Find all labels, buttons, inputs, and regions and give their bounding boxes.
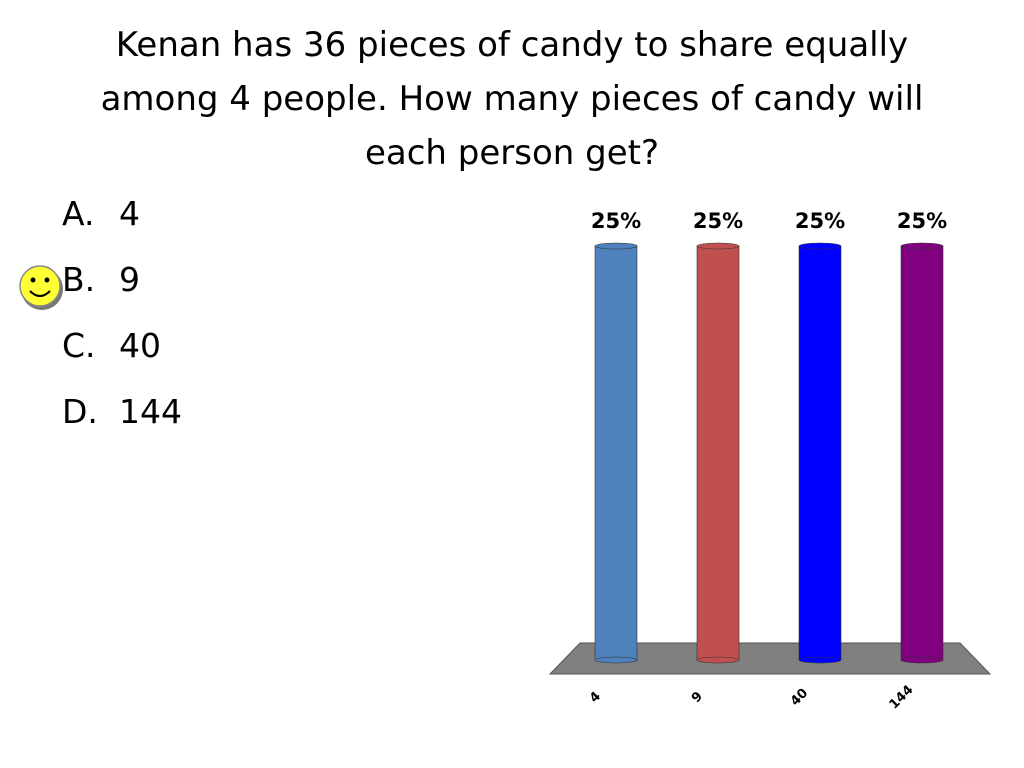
bar	[594, 245, 638, 661]
chart-floor	[548, 642, 992, 675]
bar-base	[594, 656, 638, 664]
question-line: each person get?	[365, 133, 659, 173]
value-label: 25%	[897, 209, 947, 233]
bar-top	[900, 242, 944, 250]
value-label: 25%	[693, 209, 743, 233]
bar	[798, 245, 842, 661]
choice-text: 4	[119, 194, 140, 233]
question-line: Kenan has 36 pieces of candy to share eq…	[116, 25, 908, 65]
choice-letter: D.	[62, 392, 98, 431]
choice-text: 9	[119, 260, 140, 299]
bar-base	[798, 656, 842, 664]
x-tick-label: 9	[689, 689, 706, 706]
choice-text: 144	[119, 392, 182, 431]
bar-top	[594, 242, 638, 250]
smiley	[19, 265, 63, 310]
bar-top	[696, 242, 740, 250]
question-line: among 4 people. How many pieces of candy…	[101, 79, 924, 119]
choice-text: 40	[119, 326, 161, 365]
x-tick-label: 144	[887, 683, 917, 713]
x-tick-label: 40	[788, 686, 811, 709]
value-label: 25%	[591, 209, 641, 233]
choice-letter: B.	[62, 260, 95, 299]
choice-letter: A.	[62, 194, 94, 233]
bar-base	[900, 656, 944, 664]
choice-letter: C.	[62, 326, 96, 365]
bar-base	[696, 656, 740, 664]
bar	[900, 245, 944, 661]
x-tick-label: 4	[587, 689, 604, 706]
value-label: 25%	[795, 209, 845, 233]
bar-top	[798, 242, 842, 250]
bar	[696, 245, 740, 661]
